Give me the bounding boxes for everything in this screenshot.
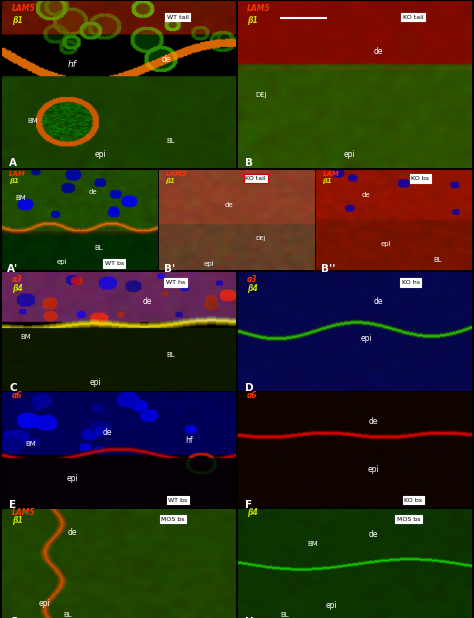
- Text: de: de: [374, 47, 383, 56]
- Text: BM: BM: [16, 195, 27, 201]
- Text: BL: BL: [280, 612, 289, 618]
- Text: de: de: [68, 528, 77, 536]
- Text: epi: epi: [90, 378, 102, 387]
- Text: epi: epi: [38, 599, 50, 608]
- Text: BL: BL: [166, 138, 175, 145]
- Text: de: de: [374, 297, 383, 306]
- Text: KO tail: KO tail: [246, 176, 266, 181]
- Text: β1: β1: [12, 15, 22, 25]
- Text: KO bs: KO bs: [411, 176, 429, 181]
- Text: β1: β1: [165, 178, 175, 184]
- Text: BM: BM: [20, 334, 31, 340]
- Text: LAM5: LAM5: [12, 4, 36, 13]
- Text: H: H: [245, 617, 254, 618]
- Text: hf: hf: [186, 436, 193, 445]
- Text: BM: BM: [25, 441, 36, 447]
- Text: B'': B'': [321, 264, 335, 274]
- Text: hf: hf: [68, 60, 77, 69]
- Text: KO bs: KO bs: [404, 497, 422, 503]
- Text: β1: β1: [12, 516, 22, 525]
- Text: A': A': [7, 264, 18, 274]
- Text: BL: BL: [166, 352, 175, 358]
- Text: epi: epi: [56, 259, 67, 265]
- Text: epi: epi: [67, 474, 78, 483]
- Text: β1: β1: [247, 15, 258, 25]
- Text: LAM5: LAM5: [165, 171, 187, 177]
- Text: de: de: [143, 297, 152, 306]
- Text: WT tail: WT tail: [167, 15, 189, 20]
- Text: KO tail: KO tail: [403, 15, 423, 20]
- Text: de: de: [103, 428, 112, 437]
- Text: β4: β4: [12, 284, 22, 294]
- Text: BL: BL: [433, 257, 442, 263]
- Text: BL: BL: [64, 612, 72, 618]
- Text: LAM5: LAM5: [12, 508, 36, 517]
- Text: epi: epi: [326, 601, 337, 611]
- Text: B': B': [164, 264, 175, 274]
- Text: de: de: [362, 192, 370, 198]
- Text: α6: α6: [247, 391, 257, 400]
- Text: β1: β1: [9, 178, 18, 184]
- Text: C: C: [9, 383, 17, 394]
- Text: de: de: [225, 202, 234, 208]
- Text: epi: epi: [344, 150, 356, 159]
- Text: B: B: [245, 158, 253, 168]
- Text: epi: epi: [381, 241, 392, 247]
- Text: MOS bs: MOS bs: [161, 517, 185, 522]
- Text: epi: epi: [95, 150, 107, 159]
- Text: KO hs: KO hs: [402, 280, 420, 285]
- Text: β1: β1: [322, 178, 332, 184]
- Text: DEJ: DEJ: [255, 91, 267, 98]
- Text: α6: α6: [12, 391, 22, 400]
- Text: F: F: [245, 501, 252, 510]
- Text: BM: BM: [27, 119, 38, 124]
- Text: β4: β4: [247, 284, 258, 294]
- Text: WT bs: WT bs: [105, 261, 124, 266]
- Text: E: E: [9, 501, 17, 510]
- Text: epi: epi: [367, 465, 379, 474]
- Text: LAM5: LAM5: [247, 4, 271, 13]
- Text: A: A: [9, 158, 18, 168]
- Text: epi: epi: [361, 334, 372, 343]
- Text: α3: α3: [247, 275, 257, 284]
- Text: de: de: [161, 55, 171, 64]
- Text: de: de: [369, 530, 378, 539]
- Text: G: G: [9, 617, 18, 618]
- Text: MOS bs: MOS bs: [397, 517, 420, 522]
- Text: BL: BL: [94, 245, 103, 251]
- Text: BM: BM: [307, 541, 318, 547]
- Text: epi: epi: [204, 261, 214, 267]
- Text: LAM: LAM: [322, 171, 339, 177]
- Text: LAM: LAM: [9, 171, 26, 177]
- Text: de: de: [88, 189, 97, 195]
- Text: D: D: [245, 383, 254, 394]
- Text: de: de: [369, 417, 378, 426]
- Text: DEJ: DEJ: [255, 235, 265, 240]
- Text: α3: α3: [12, 275, 22, 284]
- Text: WT bs: WT bs: [168, 497, 187, 503]
- Text: β4: β4: [247, 508, 258, 517]
- Text: WT hs: WT hs: [166, 280, 185, 285]
